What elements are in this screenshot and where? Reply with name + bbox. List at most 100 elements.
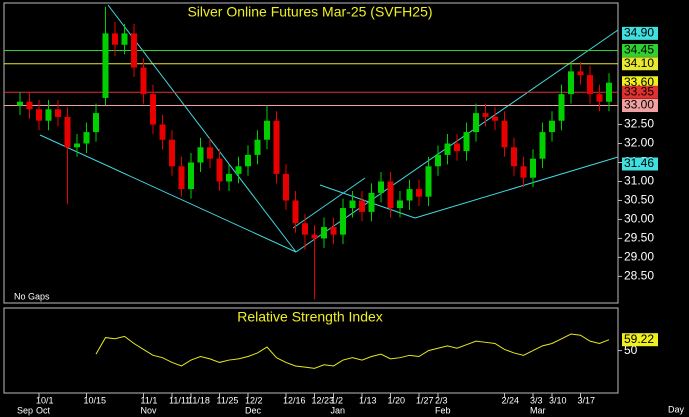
y-tick-label: 32.00 <box>624 136 654 150</box>
x-tick-label: 12/23 <box>312 395 335 405</box>
x-tick-label: 11/11 <box>169 395 190 405</box>
x-month-label: Nov <box>141 405 158 415</box>
candle-body <box>264 120 270 140</box>
candle-body <box>216 158 223 182</box>
y-tick-label: 28.50 <box>624 269 654 283</box>
x-tick-label: 12/16 <box>283 395 306 405</box>
candle-body <box>159 124 166 140</box>
level-label: 34.90 <box>624 26 654 40</box>
candle-body <box>378 181 384 193</box>
candle-body <box>188 162 194 190</box>
x-tick-label: 12/2 <box>245 395 263 405</box>
candle-body <box>606 82 612 102</box>
level-label-bg <box>622 99 658 113</box>
level-label: 33.35 <box>624 84 654 98</box>
candle-body <box>473 113 479 133</box>
trendline <box>39 134 297 253</box>
y-tick-label: 32.50 <box>624 117 654 131</box>
candle-body <box>501 120 508 148</box>
candle-body <box>577 71 584 76</box>
candle-body <box>302 223 308 235</box>
candle-body <box>330 227 337 235</box>
candle-body <box>26 101 33 110</box>
candle-body <box>93 113 99 133</box>
rsi-title: Relative Strength Index <box>237 309 383 325</box>
level-label-bg <box>622 57 658 71</box>
candle-body <box>55 109 61 117</box>
candle-body <box>150 94 156 125</box>
x-tick-label: 1/2 <box>331 395 344 405</box>
x-tick-label: 3/17 <box>578 395 596 405</box>
candle-body <box>45 109 52 121</box>
candle-body <box>520 166 527 178</box>
candle-body <box>254 139 261 155</box>
x-tick-label: 10/1 <box>36 395 54 405</box>
rsi-line <box>95 333 610 369</box>
x-month-label: Dec <box>245 405 262 415</box>
candle-body <box>530 158 536 178</box>
candle-body <box>549 120 555 133</box>
x-tick-label: 2/24 <box>502 395 520 405</box>
x-unit-label: Day <box>668 404 685 414</box>
candle-body <box>406 189 413 201</box>
x-month-label: Jan <box>331 405 346 415</box>
candle-body <box>511 147 517 167</box>
x-month-label: Sep <box>17 405 33 415</box>
x-month-label: Mar <box>530 405 546 415</box>
price-panel <box>3 2 619 304</box>
x-tick-label: 3/3 <box>530 395 543 405</box>
level-label-bg <box>622 333 658 347</box>
x-tick-label: 2/3 <box>435 395 448 405</box>
x-month-label: Oct <box>36 405 51 415</box>
candle-body <box>311 234 318 239</box>
x-tick-label: 1/20 <box>388 395 406 405</box>
level-label-bg <box>622 26 658 40</box>
candle-body <box>178 166 185 190</box>
candle-body <box>74 143 80 148</box>
candle-body <box>292 200 299 224</box>
trendline <box>107 4 297 253</box>
candle-body <box>587 75 593 95</box>
level-label: 59.22 <box>624 332 654 346</box>
candle-body <box>539 132 546 159</box>
x-tick-label: 11/1 <box>141 395 158 405</box>
candle-body <box>83 132 90 144</box>
y-tick-label: 31.00 <box>624 174 654 188</box>
x-tick-label: 11/18 <box>188 395 210 405</box>
candle-body <box>17 101 23 106</box>
candle-body <box>558 94 565 121</box>
y-tick-label: 50 <box>624 343 638 357</box>
x-month-label: Feb <box>435 405 451 415</box>
candle-body <box>121 33 128 45</box>
chart-title: Silver Online Futures Mar-25 (SVFH25) <box>187 4 432 20</box>
candle-body <box>387 181 394 209</box>
x-tick-label: 3/10 <box>549 395 567 405</box>
candle-body <box>340 208 346 235</box>
level-label-bg <box>622 157 658 171</box>
level-label: 33.00 <box>624 98 654 112</box>
candle-body <box>349 200 356 209</box>
candle-body <box>397 200 403 209</box>
candle-body <box>416 189 422 197</box>
candle-body <box>482 113 489 117</box>
candle-body <box>283 173 289 201</box>
candle-body <box>169 139 175 167</box>
candle-body <box>454 143 460 152</box>
candle-body <box>207 147 213 159</box>
level-label: 33.60 <box>624 75 654 89</box>
candle-body <box>568 71 574 95</box>
level-label-bg <box>622 43 658 57</box>
candle-body <box>140 67 147 95</box>
y-tick-label: 29.00 <box>624 250 654 264</box>
note: No Gaps <box>14 291 50 301</box>
candle-body <box>245 154 251 167</box>
x-tick-label: 1/27 <box>416 395 434 405</box>
candle-body <box>102 33 109 98</box>
candle-body <box>226 173 232 182</box>
candle-body <box>359 200 365 212</box>
candle-body <box>112 33 118 45</box>
candle-body <box>463 132 470 152</box>
candle-body <box>492 116 498 121</box>
